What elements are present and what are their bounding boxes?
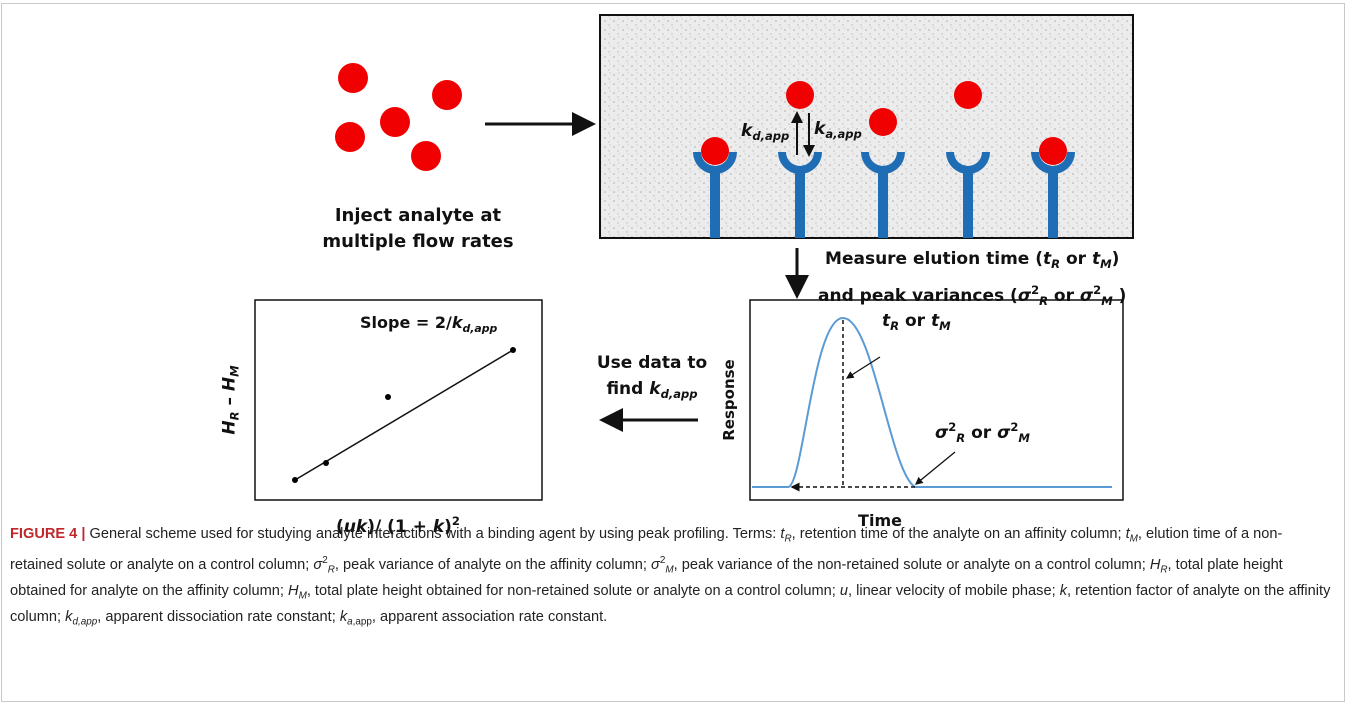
text-run: multiple flow rates: [322, 231, 513, 252]
text-run: R: [1039, 294, 1048, 308]
text-run: Response: [720, 359, 738, 440]
text-run: R: [328, 564, 335, 575]
text-run: M: [299, 591, 307, 602]
text-run: ): [1112, 249, 1120, 269]
text-run: k: [452, 313, 463, 332]
text-run: R: [1160, 564, 1167, 575]
text-run: FIGURE 4 |: [10, 526, 85, 542]
y-axis-label: HR – HM: [216, 365, 247, 434]
text-run: t: [1092, 249, 1100, 269]
text-line: tR or tM: [882, 308, 951, 339]
text-run: M: [1130, 533, 1138, 544]
text-run: find: [606, 379, 649, 399]
text-run: or: [1048, 286, 1080, 306]
text-line: HR – HM: [216, 365, 247, 434]
text-run: k: [649, 379, 660, 399]
tr-label: tR or tM: [882, 308, 951, 339]
text-line: multiple flow rates: [322, 229, 513, 255]
kd-label: kd,app: [741, 118, 789, 149]
text-run: General scheme used for studying analyte…: [85, 526, 780, 542]
text-run: M: [1101, 294, 1113, 308]
text-run: H: [1150, 557, 1161, 573]
caption: FIGURE 4 | General scheme used for study…: [10, 524, 1335, 633]
text-run: ): [1113, 286, 1127, 306]
text-run: , peak variance of analyte on the affini…: [335, 557, 651, 573]
text-line: Measure elution time (tR or tM): [818, 246, 1126, 277]
text-run: t: [1043, 249, 1051, 269]
text-run: u: [840, 583, 848, 599]
text-run: ,app: [353, 617, 372, 628]
text-line: Use data to: [597, 350, 707, 376]
text-run: , retention time of the analyte on an af…: [792, 526, 1126, 542]
text-run: –: [219, 391, 239, 411]
text-run: R: [1051, 257, 1060, 271]
text-run: or: [899, 311, 931, 331]
text-run: d,app: [72, 617, 97, 628]
text-run: , peak variance of the non-retained solu…: [674, 557, 1150, 573]
text-run: H: [219, 420, 239, 434]
text-run: , apparent dissociation rate constant;: [97, 609, 340, 625]
use-label: Use data to find kd,app: [597, 350, 707, 407]
ka-label: ka,app: [814, 116, 862, 147]
text-run: σ: [651, 557, 660, 573]
text-run: k: [814, 119, 825, 139]
text-run: d,app: [661, 387, 698, 401]
text-line: find kd,app: [597, 376, 707, 407]
y-axis-label: Response: [716, 359, 742, 440]
text-run: t: [882, 311, 890, 331]
text-run: or: [965, 423, 997, 443]
text-line: kd,app: [741, 118, 789, 149]
text-run: k: [1060, 583, 1067, 599]
text-run: σ: [1080, 286, 1093, 306]
text-run: or: [1060, 249, 1092, 269]
text-run: M: [1018, 431, 1030, 445]
text-run: Measure elution time (: [825, 249, 1043, 269]
text-run: H: [219, 377, 239, 391]
slope-label: Slope = 2/kd,app: [360, 310, 497, 342]
text-run: a,app: [825, 127, 862, 141]
text-run: σ: [997, 423, 1010, 443]
inject-label: Inject analyte at multiple flow rates: [322, 203, 513, 255]
text-run: M: [939, 319, 951, 333]
figure: Inject analyte atmultiple flow rates kd,…: [0, 0, 1347, 704]
text-run: R: [228, 411, 242, 420]
text-run: , apparent association rate constant.: [372, 609, 607, 625]
text-run: d,app: [462, 322, 497, 335]
text-run: M: [665, 564, 673, 575]
text-line: and peak variances (σ2R or σ2M ): [818, 277, 1126, 314]
text-run: Slope = 2/: [360, 313, 452, 332]
text-run: σ: [935, 423, 948, 443]
text-run: k: [741, 121, 752, 141]
text-line: ka,app: [814, 116, 862, 147]
text-line: Slope = 2/kd,app: [360, 310, 497, 342]
text-run: and peak variances (: [818, 286, 1018, 306]
text-run: σ: [313, 557, 322, 573]
text-run: d,app: [752, 129, 789, 143]
text-run: 2: [1031, 283, 1039, 297]
text-line: Inject analyte at: [322, 203, 513, 229]
text-run: σ: [1018, 286, 1031, 306]
text-run: M: [228, 365, 242, 377]
analyte-dots: [335, 63, 462, 171]
text-line: σ2R or σ2M: [935, 414, 1030, 451]
text-run: M: [1100, 257, 1112, 271]
text-line: FIGURE 4 | General scheme used for study…: [10, 524, 1335, 633]
text-run: R: [784, 533, 791, 544]
measure-label: Measure elution time (tR or tM)and peak …: [818, 246, 1126, 314]
text-run: R: [890, 319, 899, 333]
text-run: 2: [1093, 283, 1101, 297]
sigma-label: σ2R or σ2M: [935, 414, 1030, 451]
text-run: H: [288, 583, 299, 599]
text-run: Inject analyte at: [335, 205, 501, 226]
text-line: Response: [716, 359, 742, 440]
text-run: Use data to: [597, 353, 707, 373]
text-run: , total plate height obtained for non-re…: [307, 583, 840, 599]
text-run: , linear velocity of mobile phase;: [848, 583, 1060, 599]
text-run: R: [956, 431, 965, 445]
text-run: t: [931, 311, 939, 331]
